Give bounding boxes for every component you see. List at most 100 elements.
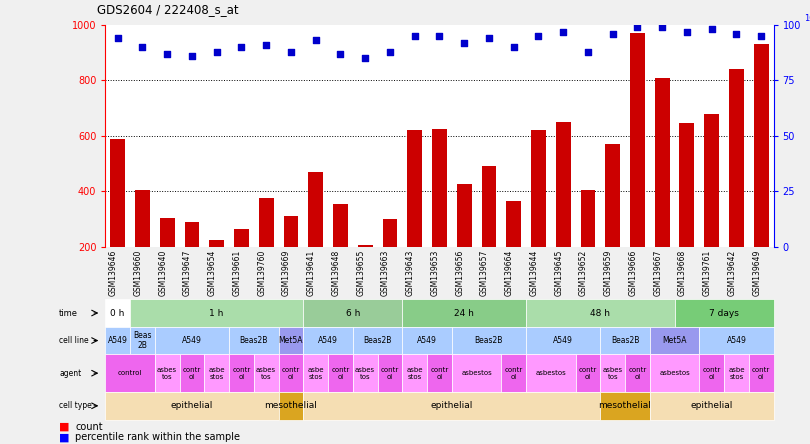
Point (755, 32, 768, 40)
Text: A549: A549 (727, 336, 746, 345)
Text: GSM139653: GSM139653 (430, 250, 439, 296)
Bar (209, 240, 224, 247)
Bar (650, 392, 774, 420)
Point (334, 50, 347, 57)
Bar (531, 131, 546, 247)
Text: time: time (59, 309, 78, 317)
Bar (105, 354, 155, 392)
Bar (675, 299, 774, 327)
Bar (204, 354, 229, 392)
Point (383, 48, 396, 55)
Point (606, 30, 619, 37)
Text: contr
ol: contr ol (232, 367, 250, 380)
Bar (303, 392, 600, 420)
Bar (328, 354, 353, 392)
Text: GSM139660: GSM139660 (134, 250, 143, 296)
Bar (481, 166, 497, 247)
Text: contr
ol: contr ol (505, 367, 522, 380)
Point (680, 28, 693, 35)
Bar (333, 204, 347, 247)
Bar (279, 354, 303, 392)
Text: contr
ol: contr ol (702, 367, 721, 380)
Point (532, 32, 545, 40)
Bar (309, 172, 323, 247)
Bar (754, 44, 769, 247)
Text: GDS2604 / 222408_s_at: GDS2604 / 222408_s_at (97, 3, 239, 16)
Bar (258, 198, 274, 247)
Bar (403, 327, 452, 354)
Text: GSM139655: GSM139655 (356, 250, 365, 296)
Text: count: count (75, 422, 103, 432)
Bar (358, 246, 373, 247)
Text: asbe
stos: asbe stos (407, 367, 423, 380)
Bar (427, 354, 452, 392)
Bar (680, 123, 694, 247)
Bar (303, 354, 328, 392)
Point (631, 24, 644, 31)
Text: epithelial: epithelial (171, 401, 213, 410)
Bar (526, 299, 675, 327)
Point (284, 48, 297, 55)
Text: A549: A549 (318, 336, 338, 345)
Point (359, 55, 372, 62)
Text: 7 days: 7 days (709, 309, 739, 317)
Text: mesothelial: mesothelial (265, 401, 318, 410)
Bar (155, 327, 229, 354)
Bar (625, 354, 650, 392)
Bar (581, 190, 595, 247)
Text: asbes
tos: asbes tos (603, 367, 623, 380)
Text: asbes
tos: asbes tos (355, 367, 375, 380)
Bar (353, 354, 377, 392)
Bar (229, 354, 254, 392)
Text: asbestos: asbestos (535, 370, 566, 376)
Text: contr
ol: contr ol (381, 367, 399, 380)
Text: GSM139657: GSM139657 (480, 250, 489, 296)
Bar (155, 354, 180, 392)
Bar (105, 299, 130, 327)
Text: cell type: cell type (59, 401, 92, 410)
Text: Beas2B: Beas2B (475, 336, 503, 345)
Text: GSM139641: GSM139641 (307, 250, 316, 296)
Bar (180, 354, 204, 392)
Point (433, 32, 446, 40)
Text: ■: ■ (59, 432, 70, 443)
Text: asbestos: asbestos (659, 370, 690, 376)
Bar (130, 327, 155, 354)
Point (160, 50, 173, 57)
Text: asbes
tos: asbes tos (157, 367, 177, 380)
Text: mesothelial: mesothelial (599, 401, 651, 410)
Text: contr
ol: contr ol (579, 367, 597, 380)
Bar (135, 190, 150, 247)
Text: epithelial: epithelial (690, 401, 733, 410)
Text: 24 h: 24 h (454, 309, 474, 317)
Text: asbe
stos: asbe stos (208, 367, 225, 380)
Text: Met5A: Met5A (663, 336, 687, 345)
Bar (506, 201, 521, 247)
Text: GSM139664: GSM139664 (505, 250, 514, 296)
Text: Met5A: Met5A (279, 336, 303, 345)
Bar (254, 354, 279, 392)
Text: agent: agent (59, 369, 81, 378)
Text: asbestos: asbestos (461, 370, 492, 376)
Bar (704, 114, 719, 247)
Bar (600, 392, 650, 420)
Text: contr
ol: contr ol (282, 367, 300, 380)
Text: GSM139640: GSM139640 (158, 250, 167, 296)
Text: GSM139649: GSM139649 (752, 250, 761, 296)
Text: Beas2B: Beas2B (240, 336, 268, 345)
Bar (110, 139, 125, 247)
Bar (630, 33, 645, 247)
Text: cell line: cell line (59, 336, 89, 345)
Text: GSM139656: GSM139656 (455, 250, 464, 296)
Text: GSM139643: GSM139643 (406, 250, 415, 296)
Text: asbes
tos: asbes tos (256, 367, 276, 380)
Bar (605, 144, 620, 247)
Point (706, 26, 718, 33)
Point (111, 35, 124, 42)
Bar (284, 216, 298, 247)
Bar (353, 327, 403, 354)
Text: GSM139659: GSM139659 (603, 250, 612, 296)
Text: A549: A549 (553, 336, 573, 345)
Point (408, 32, 421, 40)
Text: percentile rank within the sample: percentile rank within the sample (75, 432, 241, 443)
